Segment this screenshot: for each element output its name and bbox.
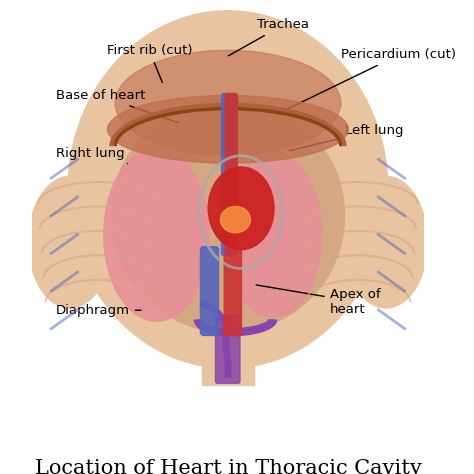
Ellipse shape bbox=[68, 11, 388, 368]
Text: Apex of
heart: Apex of heart bbox=[256, 285, 380, 316]
Text: Right lung: Right lung bbox=[56, 147, 128, 164]
FancyBboxPatch shape bbox=[201, 246, 219, 336]
Text: Location of Heart in Thoracic Cavity: Location of Heart in Thoracic Cavity bbox=[35, 459, 421, 474]
Ellipse shape bbox=[111, 99, 345, 332]
FancyBboxPatch shape bbox=[224, 246, 241, 336]
Text: Trachea: Trachea bbox=[228, 18, 309, 56]
Ellipse shape bbox=[224, 152, 322, 318]
FancyBboxPatch shape bbox=[221, 93, 236, 255]
Text: Diaphragm: Diaphragm bbox=[56, 304, 141, 317]
Ellipse shape bbox=[345, 176, 428, 308]
Text: Base of heart: Base of heart bbox=[56, 89, 178, 123]
Ellipse shape bbox=[104, 148, 209, 321]
Text: Left lung: Left lung bbox=[289, 124, 404, 151]
Ellipse shape bbox=[220, 206, 251, 233]
FancyBboxPatch shape bbox=[225, 93, 237, 255]
FancyBboxPatch shape bbox=[216, 316, 240, 383]
Bar bbox=[201, 318, 254, 385]
Ellipse shape bbox=[115, 50, 341, 155]
Text: First rib (cut): First rib (cut) bbox=[107, 44, 192, 82]
Text: Pericardium (cut): Pericardium (cut) bbox=[277, 48, 456, 114]
Ellipse shape bbox=[208, 167, 274, 250]
Ellipse shape bbox=[108, 95, 348, 163]
Ellipse shape bbox=[28, 176, 111, 308]
